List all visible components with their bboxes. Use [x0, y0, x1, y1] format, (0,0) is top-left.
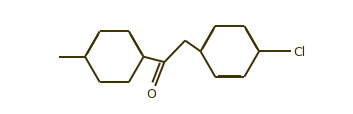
Text: Cl: Cl: [294, 45, 306, 58]
Text: O: O: [146, 87, 156, 100]
